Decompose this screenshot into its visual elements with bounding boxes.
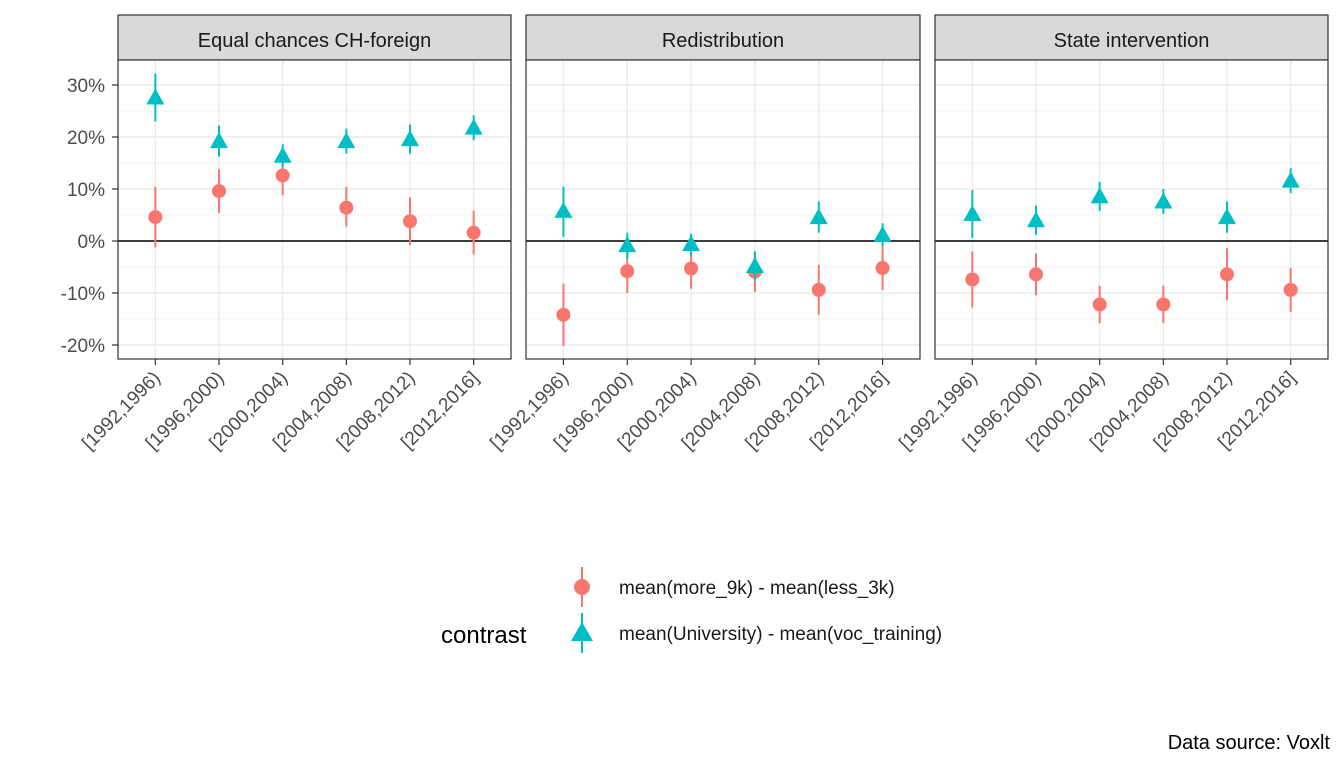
data-point	[1217, 208, 1236, 225]
legend-key-circle	[574, 579, 590, 595]
legend-entry-label: mean(more_9k) - mean(less_3k)	[619, 578, 895, 599]
data-point	[554, 201, 573, 218]
data-point	[148, 210, 163, 225]
data-point	[875, 261, 890, 276]
plot-background	[118, 60, 511, 359]
data-source-caption: Data source: Voxlt	[1168, 732, 1331, 754]
data-point	[684, 261, 699, 276]
y-tick-label: 30%	[67, 76, 105, 97]
data-point	[464, 118, 483, 135]
data-point	[1281, 171, 1300, 188]
data-point	[337, 132, 356, 149]
data-point	[400, 130, 419, 147]
data-point	[275, 168, 290, 183]
legend-entry-label: mean(University) - mean(voc_training)	[619, 624, 942, 645]
legend: contrast mean(more_9k) - mean(less_3k)me…	[441, 567, 942, 653]
panel-border	[525, 59, 921, 360]
facet-strip	[117, 14, 512, 61]
legend-entries: mean(more_9k) - mean(less_3k) mean(Univer…	[571, 567, 942, 653]
facet-panel: Equal chances CH-foreign[1992,1996)[1996…	[78, 14, 512, 454]
y-tick-label: -20%	[61, 336, 105, 357]
y-tick-label: 20%	[67, 128, 105, 149]
data-point	[1092, 297, 1107, 312]
plot-background	[526, 60, 920, 359]
facet-panel: Redistribution[1992,1996)[1996,2000)[200…	[486, 14, 921, 454]
legend-title: contrast	[441, 622, 527, 649]
data-point	[745, 256, 764, 273]
data-point	[1156, 297, 1171, 312]
data-point	[873, 225, 892, 242]
panels-layer: Equal chances CH-foreign[1992,1996)[1996…	[78, 14, 1329, 454]
panel-border	[117, 59, 512, 360]
data-point	[1090, 187, 1109, 204]
legend-key-triangle	[571, 622, 593, 641]
data-point	[965, 272, 980, 287]
y-axis: -20% -10% 0% 10% 20% 30%	[61, 76, 118, 357]
data-point	[620, 264, 635, 279]
data-point	[146, 88, 165, 105]
data-point	[1029, 267, 1044, 282]
data-point	[963, 204, 982, 221]
data-point	[210, 132, 229, 149]
facet-strip	[525, 14, 921, 61]
facet-strip	[934, 14, 1329, 61]
facet-title: Equal chances CH-foreign	[198, 30, 431, 52]
plot-background	[935, 60, 1328, 359]
data-point	[809, 208, 828, 225]
facet-title: State intervention	[1054, 30, 1210, 52]
panel-border	[934, 59, 1329, 360]
y-tick-label: -10%	[61, 284, 105, 305]
data-point	[682, 235, 701, 252]
data-point	[1154, 192, 1173, 209]
data-point	[402, 214, 417, 229]
data-point	[273, 146, 292, 163]
data-point	[466, 225, 481, 240]
data-point	[1219, 267, 1234, 282]
y-tick-label: 10%	[67, 180, 105, 201]
data-point	[811, 282, 826, 297]
data-point	[618, 236, 637, 253]
data-point	[339, 200, 354, 215]
data-point	[1027, 211, 1046, 228]
facet-panel: State intervention[1992,1996)[1996,2000)…	[895, 14, 1329, 454]
data-point	[212, 184, 227, 199]
data-point	[556, 307, 571, 322]
data-point	[1283, 282, 1298, 297]
facet-title: Redistribution	[662, 30, 784, 52]
y-tick-label: 0%	[78, 232, 106, 253]
